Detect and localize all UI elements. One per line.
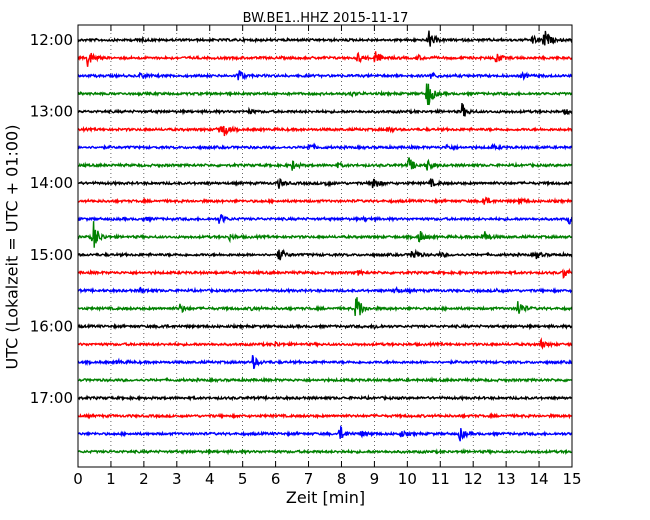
- trace-16:30: [77, 354, 573, 370]
- trace-15:30: [77, 286, 573, 295]
- chart-title: BW.BE1..HHZ 2015-11-17: [242, 11, 409, 26]
- x-tick-label-15: 15: [562, 470, 581, 488]
- trace-14:45: [77, 221, 573, 248]
- x-tick-label-7: 7: [304, 470, 314, 488]
- y-tick-label-1600: 16:00: [30, 317, 73, 335]
- x-tick-label-4: 4: [205, 470, 215, 488]
- trace-16:00: [77, 322, 573, 331]
- x-tick-label-6: 6: [271, 470, 281, 488]
- axes-frame: [77, 24, 573, 468]
- x-tick-label-2: 2: [139, 470, 149, 488]
- y-tick-label-1700: 17:00: [30, 389, 73, 407]
- trace-12:15: [77, 51, 573, 67]
- x-tick-label-8: 8: [337, 470, 347, 488]
- x-tick-label-11: 11: [431, 470, 450, 488]
- y-tick-label-1200: 12:00: [30, 31, 73, 49]
- trace-15:00: [77, 248, 573, 261]
- trace-17:45: [77, 447, 573, 456]
- trace-17:00: [77, 393, 573, 402]
- y-tick-label-1400: 14:00: [30, 174, 73, 192]
- x-tick-label-5: 5: [238, 470, 248, 488]
- trace-12:30: [77, 70, 573, 81]
- trace-15:45: [77, 297, 573, 316]
- trace-16:45: [77, 376, 573, 384]
- x-tick-label-12: 12: [464, 470, 483, 488]
- trace-15:15: [77, 267, 573, 280]
- trace-17:30: [78, 425, 573, 442]
- x-tick-label-3: 3: [172, 470, 182, 488]
- trace-12:45: [77, 83, 573, 106]
- y-tick-label-1300: 13:00: [30, 103, 73, 121]
- trace-13:15: [77, 125, 573, 137]
- x-axis-label: Zeit [min]: [285, 488, 366, 507]
- x-tick-label-10: 10: [398, 470, 417, 488]
- y-tick-label-1500: 15:00: [30, 246, 73, 264]
- trace-16:15: [77, 337, 573, 350]
- x-tick-label-1: 1: [106, 470, 116, 488]
- trace-17:15: [77, 411, 573, 420]
- trace-12:00: [77, 30, 573, 47]
- trace-14:30: [77, 213, 573, 225]
- y-axis-label: UTC (Lokalzeit = UTC + 01:00): [2, 124, 22, 370]
- x-tick-label-9: 9: [370, 470, 380, 488]
- x-tick-label-14: 14: [530, 470, 549, 488]
- trace-13:30: [77, 142, 573, 152]
- x-tick-label-0: 0: [73, 470, 83, 488]
- trace-14:00: [77, 177, 573, 189]
- x-tick-label-13: 13: [497, 470, 516, 488]
- trace-14:15: [77, 196, 573, 205]
- trace-13:00: [77, 103, 573, 117]
- trace-13:45: [77, 157, 573, 171]
